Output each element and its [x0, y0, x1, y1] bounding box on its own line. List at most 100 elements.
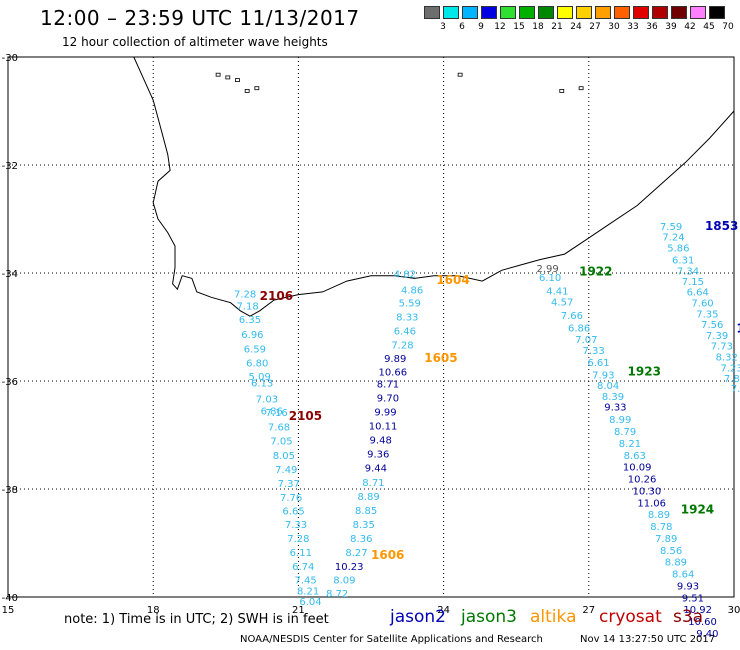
legend-altika: altika	[530, 607, 577, 627]
generation-timestamp: Nov 14 13:27:50 UTC 2017	[580, 634, 716, 645]
track-pass-label: 1604	[436, 273, 469, 287]
swh-value: 7.45	[295, 576, 317, 587]
swh-value: 9.99	[374, 408, 396, 419]
swh-value: 8.99	[609, 415, 631, 426]
swh-value: 9.40	[696, 629, 718, 640]
swh-value: 4.82	[394, 269, 416, 280]
swh-value: 4.41	[546, 287, 568, 298]
scale-label: 12	[494, 22, 506, 32]
swh-value: 4.86	[401, 286, 423, 297]
swh-value: 9.33	[604, 403, 626, 414]
swh-value: 9.44	[365, 464, 387, 475]
units-note: note: 1) Time is in UTC; 2) SWH is in fe…	[64, 612, 329, 627]
swh-value: 7.76	[280, 493, 302, 504]
swh-value: 8.64	[672, 570, 694, 581]
swh-value: 8.05	[273, 451, 295, 462]
track-jason2-1853: 7.597.245.866.317.347.156.647.607.357.56…	[660, 222, 740, 395]
scale-label: 21	[551, 22, 563, 32]
map-subtitle: 12 hour collection of altimeter wave hei…	[62, 35, 328, 49]
legend-cryosat: cryosat	[599, 607, 662, 627]
track-labels: 2106 2105 1604 1605 1606 1922 1923 1924 1853 18	[260, 219, 740, 562]
swh-value: 7.49	[275, 465, 297, 476]
scale-swatch	[500, 6, 516, 19]
swh-value: 6.80	[246, 358, 268, 369]
swh-value: 11.06	[637, 498, 666, 509]
lon-tick-label: 30	[728, 605, 740, 616]
swh-value: 8.36	[350, 534, 372, 545]
swh-value: 7.33	[583, 346, 605, 357]
swh-value: 6.61	[587, 358, 609, 369]
swh-value: 9.48	[370, 436, 392, 447]
track-pass-label: 1923	[628, 365, 661, 379]
scale-label: 42	[684, 22, 696, 32]
lat-tick-label: -30	[2, 53, 18, 64]
inland-water-body	[254, 86, 260, 91]
track-pass-label: 18	[736, 321, 740, 335]
swh-value: 7.24	[662, 233, 684, 244]
swh-value: 7.23	[720, 363, 740, 374]
swh-value: 10.60	[688, 617, 717, 628]
scale-label: 33	[627, 22, 639, 32]
swh-value: 7.15	[682, 277, 704, 288]
lon-tick-label: 15	[2, 605, 15, 616]
scale-label: 24	[570, 22, 582, 32]
swh-value: 6.96	[241, 330, 263, 341]
scale-swatch	[614, 6, 630, 19]
scale-label: 30	[608, 22, 620, 32]
swh-value: 7.87	[724, 374, 740, 385]
lon-tick-label: 21	[292, 605, 305, 616]
swh-value: 7.59	[660, 222, 682, 233]
coastline	[133, 56, 735, 317]
scale-swatch	[462, 6, 478, 19]
swh-value: 8.89	[665, 558, 687, 569]
inland-water-body	[225, 75, 231, 80]
swh-value: 6.35	[239, 315, 261, 326]
lon-tick-label: 27	[582, 605, 595, 616]
swh-value: 7.16	[265, 408, 287, 419]
scale-swatch	[443, 6, 459, 19]
swh-value: 8.78	[650, 522, 672, 533]
swh-value: 7.60	[691, 298, 713, 309]
swh-value: 4.57	[551, 297, 573, 308]
swh-value: 6.04	[299, 597, 321, 608]
scale-swatch	[652, 6, 668, 19]
swh-value: 7.7	[731, 384, 740, 395]
swh-value: 6.13	[251, 378, 273, 389]
swh-value: 2.99	[537, 264, 559, 275]
inland-water-body	[578, 86, 584, 91]
swh-value: 8.56	[660, 546, 682, 557]
track-pass-label: 2106	[260, 289, 293, 303]
swh-value: 10.23	[335, 562, 364, 573]
swh-value: 6.10	[539, 273, 561, 284]
scale-label: 39	[665, 22, 677, 32]
swh-value: 9.89	[384, 354, 406, 365]
scale-swatch	[538, 6, 554, 19]
coastline-path	[133, 56, 735, 317]
inland-water-body	[235, 78, 240, 82]
swh-value: 8.79	[614, 427, 636, 438]
swh-value: 6.86	[568, 323, 590, 334]
swh-value: 7.28	[391, 341, 413, 352]
swh-value: 8.09	[333, 576, 355, 587]
swh-value: 8.89	[357, 492, 379, 503]
scale-label: 6	[459, 22, 465, 32]
swh-value: 8.32	[716, 352, 738, 363]
swh-value: 8.21	[297, 586, 319, 597]
scale-swatch	[595, 6, 611, 19]
swh-value: 8.89	[648, 510, 670, 521]
swh-value: 9.93	[677, 581, 699, 592]
swh-value: 8.63	[624, 451, 646, 462]
track-pass-label: 2105	[289, 409, 322, 423]
swh-value: 8.71	[362, 478, 384, 489]
swh-value: 7.66	[561, 311, 583, 322]
swh-value: 7.33	[285, 520, 307, 531]
track-pass-label: 1922	[579, 265, 612, 279]
swh-value: 8.71	[377, 379, 399, 390]
swh-value: 7.34	[677, 267, 699, 278]
swh-value: 8.85	[355, 506, 377, 517]
legend-jason3: jason3	[461, 607, 517, 627]
scale-swatch	[671, 6, 687, 19]
swh-value: 9.51	[682, 593, 704, 604]
inland-water-body	[457, 72, 463, 77]
